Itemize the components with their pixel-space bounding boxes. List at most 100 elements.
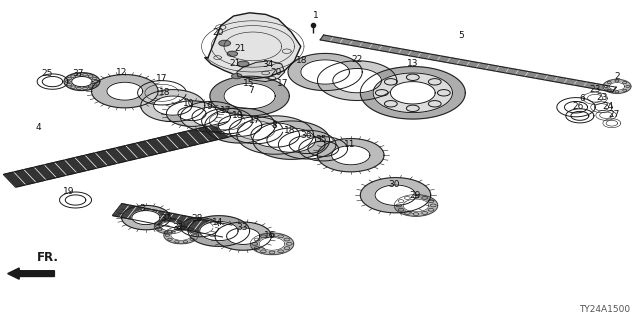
Text: 17: 17	[220, 106, 231, 115]
Polygon shape	[317, 139, 384, 172]
Polygon shape	[218, 115, 262, 136]
Text: 24: 24	[602, 102, 614, 111]
Polygon shape	[232, 74, 242, 79]
Text: 25: 25	[41, 69, 52, 78]
Polygon shape	[253, 121, 330, 159]
Text: 20: 20	[271, 68, 282, 77]
Polygon shape	[227, 228, 260, 244]
Text: 20: 20	[212, 28, 224, 37]
Polygon shape	[320, 35, 616, 92]
Polygon shape	[267, 128, 316, 152]
Polygon shape	[200, 221, 238, 241]
Text: 13: 13	[407, 60, 419, 68]
Text: 19: 19	[63, 187, 75, 196]
Polygon shape	[154, 219, 185, 234]
Text: 18: 18	[296, 56, 308, 65]
Text: 3: 3	[140, 204, 145, 213]
Polygon shape	[205, 108, 275, 143]
Polygon shape	[132, 211, 160, 225]
Text: 34: 34	[262, 60, 273, 69]
Polygon shape	[394, 195, 438, 216]
Text: 27: 27	[609, 110, 620, 119]
Text: 1: 1	[314, 12, 319, 20]
Text: 18: 18	[284, 126, 295, 135]
Polygon shape	[180, 101, 242, 132]
Text: 29: 29	[409, 191, 420, 200]
Text: 11: 11	[344, 140, 355, 149]
Polygon shape	[171, 230, 191, 240]
Text: 37: 37	[72, 69, 84, 78]
Polygon shape	[219, 40, 230, 46]
Polygon shape	[360, 67, 465, 119]
Text: 10: 10	[183, 99, 195, 108]
Text: 17: 17	[249, 116, 260, 125]
Polygon shape	[237, 61, 285, 82]
Polygon shape	[178, 107, 206, 121]
Polygon shape	[301, 60, 349, 84]
Polygon shape	[224, 83, 275, 109]
Text: 2: 2	[614, 72, 620, 81]
Text: 32: 32	[172, 223, 184, 232]
Polygon shape	[164, 227, 198, 244]
Text: TY24A1500: TY24A1500	[579, 305, 630, 314]
Text: 26: 26	[572, 102, 584, 111]
Polygon shape	[390, 82, 435, 104]
Text: 4: 4	[36, 124, 41, 132]
Text: 5: 5	[458, 31, 463, 40]
Polygon shape	[141, 90, 205, 122]
Text: 31: 31	[161, 214, 172, 223]
Text: 17: 17	[277, 79, 289, 88]
FancyArrow shape	[8, 268, 54, 279]
Polygon shape	[192, 107, 230, 126]
Text: FR.: FR.	[37, 251, 59, 264]
Polygon shape	[603, 79, 631, 93]
Text: 9: 9	[207, 102, 212, 111]
Polygon shape	[113, 204, 232, 237]
Text: 21: 21	[230, 60, 241, 68]
Text: 8: 8	[271, 121, 276, 130]
Text: 21: 21	[234, 44, 246, 53]
Text: 30: 30	[388, 180, 399, 189]
Polygon shape	[288, 53, 362, 91]
Text: 23: 23	[589, 85, 601, 94]
Text: 12: 12	[116, 68, 127, 77]
Polygon shape	[4, 122, 239, 187]
Polygon shape	[333, 68, 381, 93]
Text: 14: 14	[212, 218, 223, 227]
Text: 28: 28	[191, 214, 203, 223]
Text: 35: 35	[316, 135, 327, 144]
Text: 22: 22	[351, 55, 363, 64]
Polygon shape	[609, 83, 625, 90]
Polygon shape	[64, 73, 100, 91]
Polygon shape	[215, 222, 271, 250]
Polygon shape	[205, 13, 301, 78]
Polygon shape	[360, 178, 431, 213]
Text: 33: 33	[236, 223, 248, 232]
Polygon shape	[332, 146, 370, 165]
Polygon shape	[259, 237, 285, 250]
Polygon shape	[72, 76, 92, 87]
Polygon shape	[161, 222, 179, 231]
Polygon shape	[154, 96, 192, 115]
Polygon shape	[166, 101, 218, 126]
Text: 18: 18	[159, 88, 170, 97]
Text: 23: 23	[596, 93, 607, 102]
Polygon shape	[227, 51, 237, 56]
Text: 16: 16	[264, 231, 276, 240]
Text: 15: 15	[243, 79, 254, 88]
Polygon shape	[373, 73, 452, 113]
Polygon shape	[250, 233, 294, 255]
Polygon shape	[403, 199, 429, 212]
Polygon shape	[107, 82, 143, 100]
Polygon shape	[92, 75, 158, 108]
Polygon shape	[188, 216, 250, 246]
Text: 36: 36	[300, 131, 312, 140]
Text: 18: 18	[232, 111, 244, 120]
Polygon shape	[237, 116, 314, 154]
Polygon shape	[317, 61, 397, 100]
Polygon shape	[251, 123, 300, 147]
Polygon shape	[237, 61, 249, 67]
Text: 17: 17	[156, 74, 168, 83]
Text: 7: 7	[248, 86, 253, 95]
Polygon shape	[375, 185, 416, 205]
